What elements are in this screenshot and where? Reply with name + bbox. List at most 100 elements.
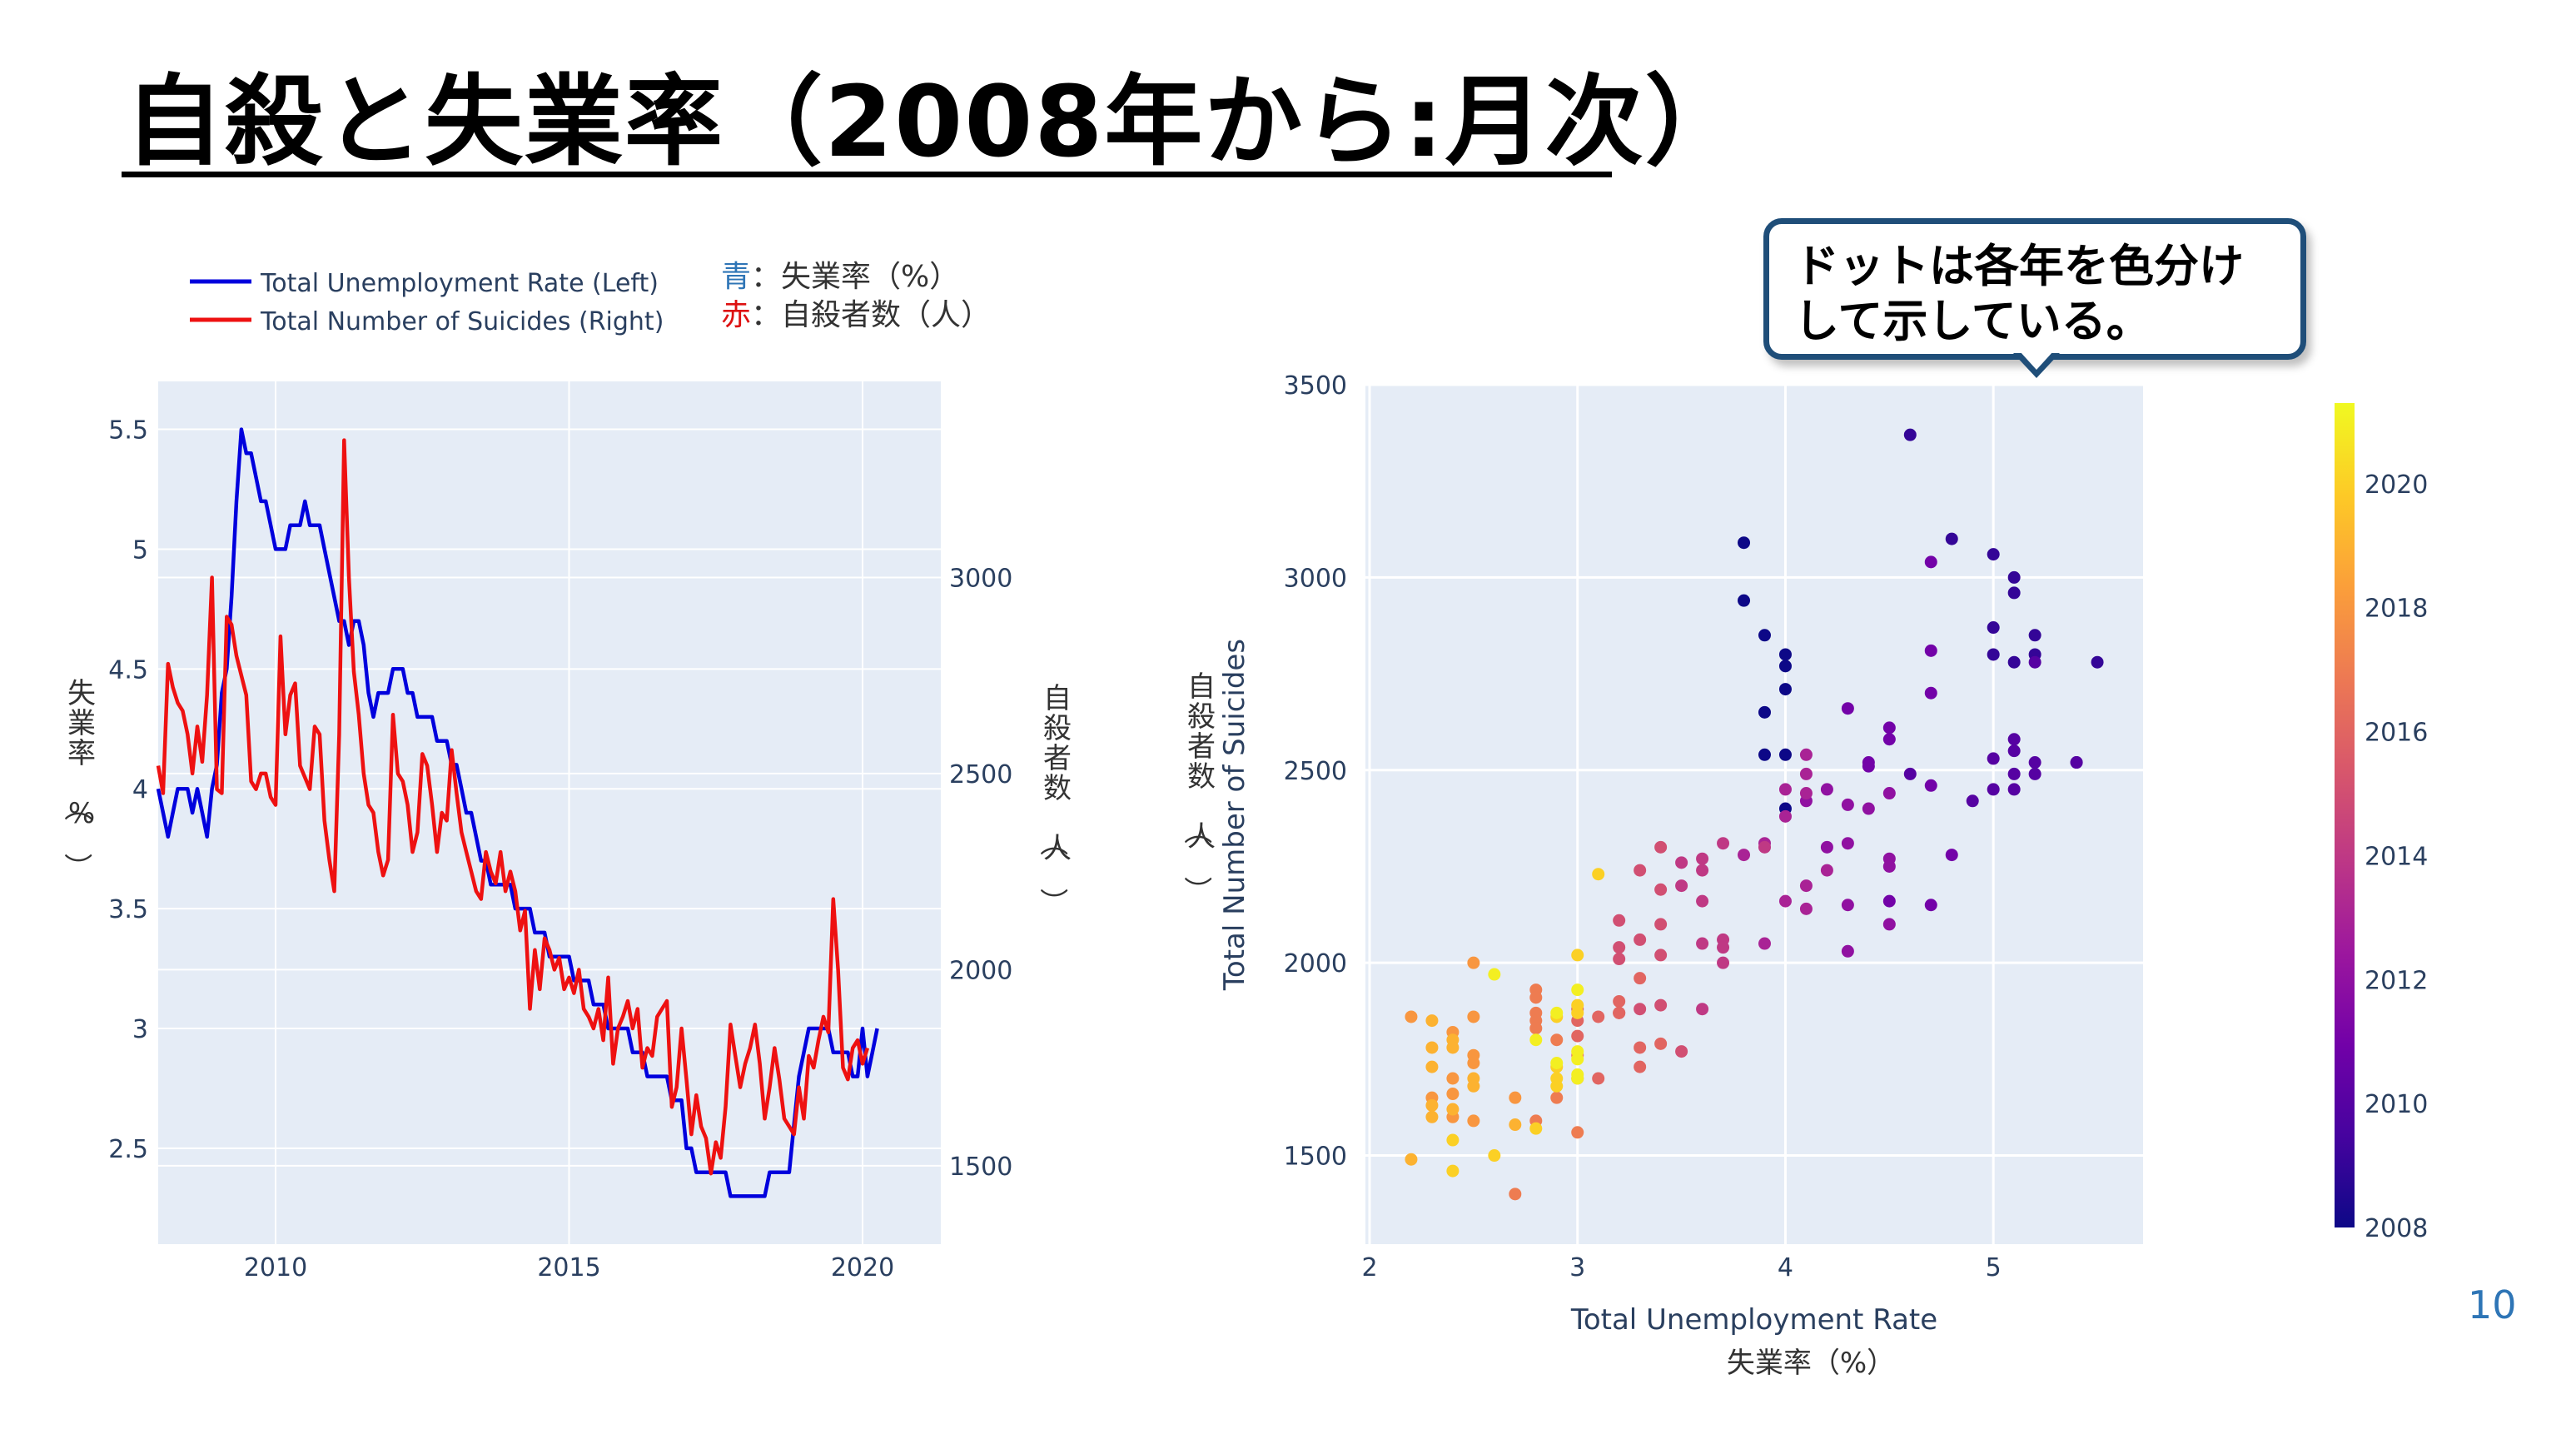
- scatter-point: [1654, 840, 1668, 854]
- scatter-point: [2028, 756, 2041, 769]
- scatter-point: [1592, 1072, 1605, 1085]
- scatter-point: [1778, 748, 1792, 761]
- callout-line-1: ドットは各年を色分け: [1794, 240, 2244, 292]
- annotation-red-prefix: 赤: [721, 298, 751, 332]
- x-tick-label: 2020: [831, 1253, 894, 1282]
- page-number: 10: [2468, 1282, 2517, 1327]
- scatter-point: [1571, 949, 1584, 962]
- scatter-point: [1488, 1149, 1501, 1163]
- left-y-tick-label: 4.5: [108, 655, 148, 685]
- scatter-points-group: [1405, 428, 2104, 1201]
- scatter-point: [1467, 1114, 1480, 1128]
- scatter-x-tick-label: 3: [1569, 1253, 1585, 1282]
- scatter-point: [1592, 1010, 1605, 1023]
- scatter-y-tick-label: 3000: [1284, 564, 1347, 593]
- scatter-point: [1571, 1072, 1584, 1085]
- scatter-point: [1571, 1053, 1584, 1066]
- scatter-point: [1778, 648, 1792, 661]
- scatter-point: [1717, 837, 1730, 850]
- scatter-point: [2007, 570, 2021, 584]
- scatter-point: [1634, 1041, 1647, 1054]
- annotation-blue-text: ：失業率（%）: [751, 260, 959, 294]
- colorbar-tick-label: 2020: [2365, 471, 2428, 500]
- scatter-point: [1446, 1133, 1460, 1147]
- callout-box: ドットは各年を色分け して示している。: [1763, 218, 2306, 360]
- scatter-point: [1529, 1122, 1543, 1135]
- scatter-point: [1446, 1103, 1460, 1116]
- annotation-blue-prefix: 青: [721, 260, 751, 294]
- callout-text: ドットは各年を色分け して示している。: [1794, 239, 2294, 349]
- x-tick-label: 2010: [244, 1253, 307, 1282]
- scatter-point: [1467, 956, 1480, 969]
- colorbar: [2335, 403, 2355, 1227]
- scatter-point: [1613, 1006, 1626, 1019]
- scatter-point: [1862, 802, 1875, 815]
- scatter-point: [1405, 1153, 1418, 1166]
- line-annotation: 青：失業率（%） 赤：自殺者数（人）: [721, 260, 991, 332]
- scatter-point: [1903, 428, 1917, 441]
- scatter-point: [1758, 937, 1771, 950]
- scatter-point: [1945, 849, 1958, 862]
- scatter-point: [1550, 1056, 1564, 1069]
- right-y-ticks: 3000 2500 2000 1500: [949, 564, 1012, 1181]
- scatter-point: [1696, 937, 1709, 950]
- right-y-tick-label: 2500: [949, 760, 1012, 789]
- scatter-point: [1425, 1014, 1439, 1028]
- scatter-point: [1903, 767, 1917, 780]
- scatter-point: [2007, 655, 2021, 669]
- scatter-point: [1571, 1126, 1584, 1139]
- left-y-tick-label: 5: [132, 535, 148, 565]
- scatter-point: [1758, 840, 1771, 854]
- scatter-point: [1738, 849, 1751, 862]
- scatter-point: [2070, 756, 2083, 769]
- scatter-point: [1841, 798, 1854, 811]
- colorbar-tick-label: 2016: [2365, 719, 2428, 748]
- scatter-point: [1446, 1072, 1460, 1085]
- scatter-point: [1571, 998, 1584, 1012]
- scatter-point: [1405, 1010, 1418, 1023]
- scatter-chart: 3500 3000 2500 2000 1500 2 3 4 5 Total Unemploy…: [1180, 371, 2428, 1380]
- scatter-point: [1571, 983, 1584, 997]
- scatter-point: [2028, 767, 2041, 780]
- svg-text:青：失業率（%）: 青：失業率（%）: [721, 260, 959, 294]
- colorbar-tick-label: 2012: [2365, 966, 2428, 995]
- scatter-point: [1654, 883, 1668, 896]
- scatter-point: [1882, 918, 1896, 931]
- scatter-point: [1675, 879, 1688, 893]
- scatter-point: [1634, 1060, 1647, 1073]
- right-y-tick-label: 3000: [949, 564, 1012, 593]
- colorbar-ticks: 2020 2018 2016 2014 2012 2010 2008: [2365, 471, 2428, 1243]
- scatter-point: [1717, 941, 1730, 954]
- scatter-x-tick-label: 5: [1986, 1253, 2002, 1282]
- scatter-point: [1529, 991, 1543, 1004]
- scatter-point: [1613, 941, 1626, 954]
- right-y-axis-label: 自殺者数（人）: [1036, 682, 1072, 916]
- scatter-x-axis-label-ja: 失業率（%）: [1727, 1347, 1895, 1380]
- scatter-point: [1758, 705, 1771, 719]
- scatter-point: [1509, 1091, 1522, 1104]
- suicides-series-line: [156, 438, 870, 1176]
- left-y-tick-label: 3.5: [108, 895, 148, 924]
- scatter-point: [1425, 1110, 1439, 1123]
- scatter-point: [1634, 1003, 1647, 1016]
- left-y-tick-label: 4: [132, 775, 148, 804]
- right-y-tick-label: 1500: [949, 1153, 1012, 1182]
- scatter-y-tick-label: 2500: [1284, 757, 1347, 786]
- scatter-point: [1924, 644, 1937, 657]
- scatter-point: [1799, 767, 1813, 780]
- scatter-point: [1654, 918, 1668, 931]
- svg-text:赤：自殺者数（人）: 赤：自殺者数（人）: [721, 298, 991, 332]
- scatter-point: [1820, 864, 1833, 877]
- scatter-x-axis-label: Total Unemployment Rate: [1570, 1303, 1937, 1337]
- scatter-point: [1882, 721, 1896, 734]
- scatter-point: [1862, 759, 1875, 773]
- scatter-point: [1467, 1010, 1480, 1023]
- scatter-point: [1446, 1088, 1460, 1101]
- left-y-tick-label: 2.5: [108, 1135, 148, 1164]
- scatter-point: [1717, 956, 1730, 969]
- scatter-point: [1778, 660, 1792, 673]
- scatter-point: [1613, 914, 1626, 927]
- colorbar-tick-label: 2008: [2365, 1214, 2428, 1243]
- scatter-point: [1841, 837, 1854, 850]
- scatter-y-axis-label-ja: 自殺者数（人）: [1180, 670, 1216, 904]
